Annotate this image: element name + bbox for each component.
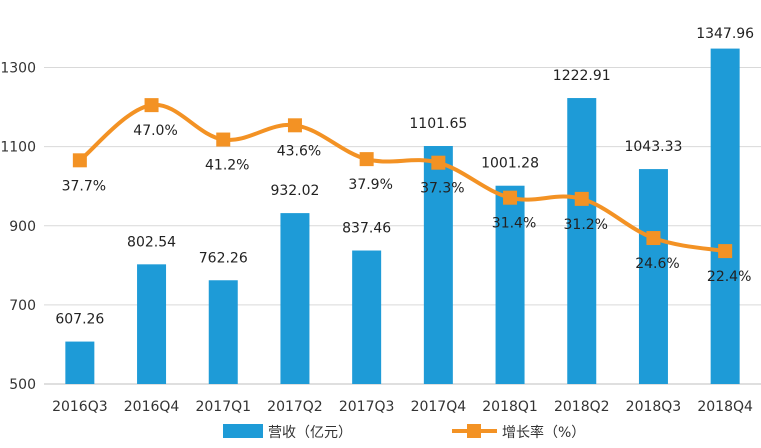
bar-2016Q3: [65, 341, 95, 384]
bar-value-label-2016Q4: 802.54: [127, 234, 176, 250]
bar-value-label-2018Q1: 1001.28: [481, 156, 539, 172]
growth-label-2016Q3: 37.7%: [62, 178, 106, 194]
bar-2018Q3: [638, 169, 668, 384]
bar-2018Q1: [495, 185, 525, 384]
growth-label-2017Q2: 43.6%: [277, 143, 321, 159]
growth-marker-2017Q2: [287, 118, 302, 133]
growth-marker-2016Q3: [72, 153, 87, 168]
x-tick-label-2018Q4: 2018Q4: [697, 399, 753, 415]
x-tick-label-2016Q4: 2016Q4: [124, 399, 180, 415]
bar-value-label-2016Q3: 607.26: [55, 312, 104, 328]
growth-label-2018Q3: 24.6%: [635, 256, 679, 272]
bar-2017Q3: [352, 250, 382, 384]
growth-rate-line: [78, 103, 726, 254]
bar-value-label-2018Q2: 1222.91: [553, 68, 611, 84]
bar-value-label-2017Q2: 932.02: [270, 183, 319, 199]
x-tick-label-2017Q1: 2017Q1: [195, 399, 251, 415]
bar-2016Q4: [137, 264, 167, 384]
growth-label-2018Q2: 31.2%: [564, 217, 608, 233]
growth-marker-2017Q4: [431, 155, 446, 170]
bar-2017Q4: [423, 146, 453, 384]
bar-2018Q4: [710, 48, 740, 384]
y-tick-label-500: 500: [9, 377, 36, 393]
legend-bar-label: 营收（亿元）: [268, 425, 352, 441]
legend-line-marker: [467, 424, 481, 438]
bar-value-label-2017Q1: 762.26: [199, 250, 248, 266]
growth-label-2017Q4: 37.3%: [420, 181, 464, 197]
growth-label-2018Q4: 22.4%: [707, 269, 751, 285]
bar-value-label-2017Q4: 1101.65: [409, 116, 467, 132]
bar-value-label-2017Q3: 837.46: [342, 221, 391, 237]
x-tick-label-2018Q2: 2018Q2: [554, 399, 610, 415]
growth-label-2017Q1: 41.2%: [205, 158, 249, 174]
growth-marker-2017Q1: [216, 132, 231, 147]
x-tick-label-2018Q1: 2018Q1: [482, 399, 538, 415]
growth-marker-2018Q3: [646, 231, 661, 246]
growth-label-2016Q4: 47.0%: [133, 123, 177, 139]
y-tick-label-1300: 1300: [0, 61, 36, 77]
x-tick-label-2017Q3: 2017Q3: [339, 399, 395, 415]
growth-label-2017Q3: 37.9%: [348, 177, 392, 193]
y-tick-label-700: 700: [9, 298, 36, 314]
y-tick-label-1100: 1100: [0, 140, 36, 156]
x-tick-label-2017Q4: 2017Q4: [411, 399, 467, 415]
growth-marker-2018Q4: [718, 244, 733, 259]
x-tick-label-2018Q3: 2018Q3: [626, 399, 682, 415]
legend-line-label: 增长率（%）: [502, 424, 585, 441]
bar-value-label-2018Q3: 1043.33: [624, 139, 682, 155]
growth-marker-2016Q4: [144, 98, 159, 113]
bar-2018Q2: [567, 98, 597, 384]
legend-bar-swatch: [223, 424, 263, 438]
y-tick-label-900: 900: [9, 219, 36, 235]
bar-2017Q2: [280, 213, 310, 384]
growth-marker-2018Q1: [503, 190, 518, 205]
bar-2017Q1: [208, 280, 238, 384]
bar-value-label-2018Q4: 1347.96: [696, 26, 754, 42]
x-tick-label-2016Q3: 2016Q3: [52, 399, 108, 415]
growth-marker-2018Q2: [574, 191, 589, 206]
growth-marker-2017Q3: [359, 152, 374, 167]
growth-label-2018Q1: 31.4%: [492, 216, 536, 232]
x-tick-label-2017Q2: 2017Q2: [267, 399, 323, 415]
